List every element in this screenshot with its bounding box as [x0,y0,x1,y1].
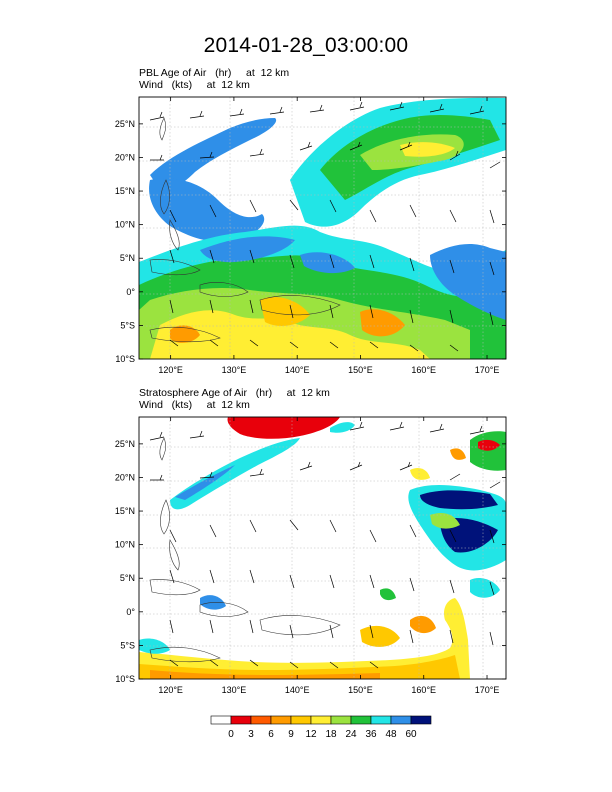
lon-tick-label: 160°E [411,685,436,695]
panel-1-label-wind: Wind (kts) at 12 km [139,79,250,91]
colorbar-swatch [230,715,252,725]
lon-tick-label: 120°E [158,685,183,695]
lat-tick-label: 25°N [115,119,135,129]
map-frame [138,416,507,680]
colorbar-label: 0 [228,729,234,740]
panel-1-label-field: PBL Age of Air (hr) at 12 km [139,67,290,79]
lon-tick-label: 140°E [285,365,310,375]
lon-tick-label: 120°E [158,365,183,375]
lon-tick-label: 140°E [285,685,310,695]
lat-tick-label: 10°S [115,674,135,684]
lat-tick-label: 0° [126,607,135,617]
plot-title: 2014-01-28_03:00:00 [203,34,409,57]
colorbar-swatch [290,715,312,725]
map-panel-stratosphere: 120°E 130°E 140°E 150°E 160°E 170°E 25°N 20°N 15… [115,416,507,695]
colorbar-label: 6 [268,729,274,740]
colorbar-label: 48 [385,729,397,740]
colorbar-swatch [310,715,332,725]
map-axis-ticks: 120°E 130°E 140°E 150°E 160°E 170°E 25°N 20°N 15… [115,417,506,695]
lat-tick-label: 5°S [120,640,135,650]
stratosphere-age-field [139,417,506,679]
map-axis-ticks: 120°E 130°E 140°E 150°E 160°E 170°E 25°N 20°N 15… [115,97,506,375]
lat-lon-grid [139,417,506,679]
pbl-age-field [139,97,506,359]
lat-tick-label: 15°N [115,186,135,196]
coastlines [149,117,341,343]
lon-tick-label: 150°E [348,685,373,695]
lat-tick-label: 5°N [120,573,135,583]
lat-tick-label: 10°N [115,540,135,550]
lon-tick-label: 170°E [475,685,500,695]
colorbar-label: 18 [325,729,337,740]
colorbar-label: 9 [288,729,294,740]
colorbar-label: 24 [345,729,357,740]
lat-tick-label: 5°N [120,253,135,263]
colorbar-swatch [330,715,352,725]
lon-tick-label: 170°E [475,365,500,375]
wind-barbs [149,101,501,352]
colorbar-swatch [370,715,392,725]
lat-tick-label: 15°N [115,506,135,516]
wind-barbs [149,421,501,669]
colorbar-label: 12 [305,729,317,740]
colorbar-swatch [390,715,412,725]
lat-tick-label: 20°N [115,152,135,162]
lat-lon-grid [139,97,506,359]
colorbar-swatch [410,715,432,725]
lat-tick-label: 0° [126,287,135,297]
lon-tick-label: 160°E [411,365,436,375]
lon-tick-label: 130°E [222,685,247,695]
colorbar-swatch [250,715,272,725]
lon-tick-label: 150°E [348,365,373,375]
colorbar-swatch [270,715,292,725]
map-frame [138,96,507,360]
colorbar-label: 3 [248,729,254,740]
lat-tick-label: 25°N [115,439,135,449]
colorbar-label: 60 [405,729,417,740]
panel-2-label-field: Stratosphere Age of Air (hr) at 12 km [139,387,330,399]
panel-2-label-wind: Wind (kts) at 12 km [139,399,250,411]
lat-tick-label: 20°N [115,472,135,482]
coastlines [149,437,341,663]
lat-tick-label: 10°S [115,354,135,364]
lat-tick-label: 10°N [115,220,135,230]
colorbar-swatch [210,715,232,725]
map-panel-pbl: 120°E 130°E 140°E 150°E 160°E 170°E 25°N 20°N 15… [115,96,507,375]
colorbar-label: 36 [365,729,377,740]
colorbar-swatch [350,715,372,725]
colorbar: 0 3 6 9 12 18 24 36 48 60 [210,715,432,740]
lon-tick-label: 130°E [222,365,247,375]
lat-tick-label: 5°S [120,320,135,330]
